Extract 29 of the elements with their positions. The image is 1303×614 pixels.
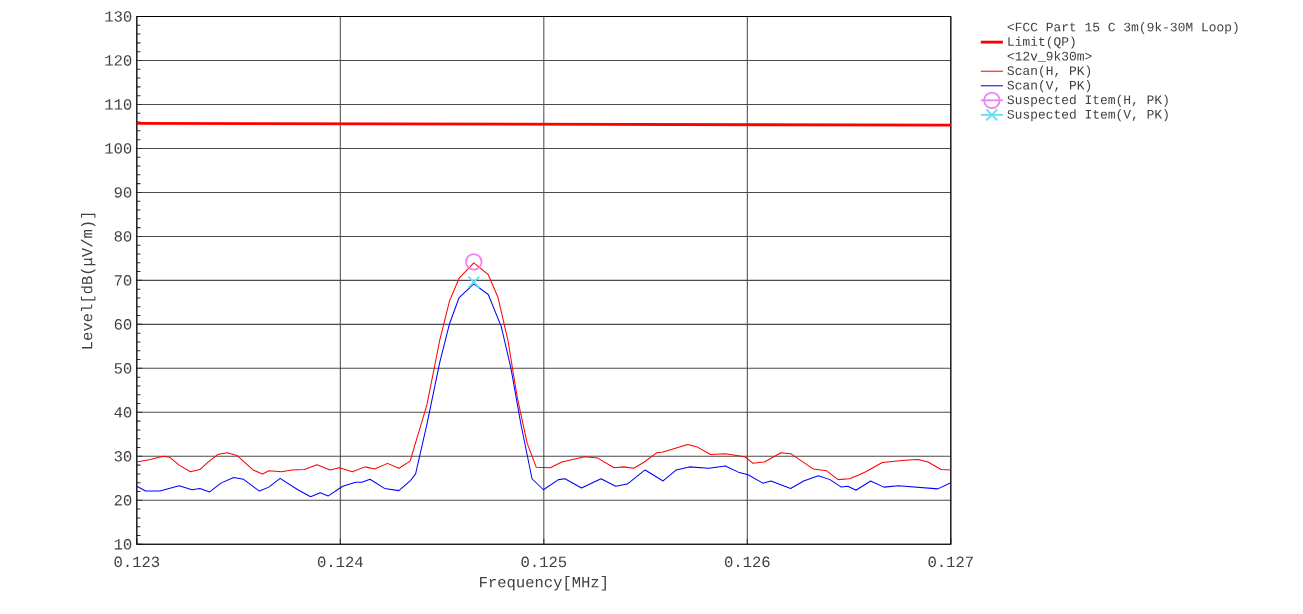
y-tick-label: 110 [105,99,132,110]
y-tick-label: 90 [114,187,132,198]
y-tick-label: 60 [114,319,132,330]
x-tick-label: 0.126 [724,556,770,568]
legend-label: Scan(V, PK) [1007,80,1091,93]
line-series [136,283,951,498]
y-tick-label: 130 [105,11,132,22]
line-series [136,262,951,481]
x-tick-label: 0.123 [114,556,160,568]
y-tick-label: 10 [114,538,132,550]
y-tick-label: 20 [114,494,132,506]
y-tick-label: 50 [114,363,132,374]
y-axis-title: Level[dB(μV/m)] [80,213,96,349]
x-tick-label: 0.127 [928,556,973,568]
legend-label: Suspected Item(V, PK) [1007,109,1168,122]
y-tick-label: 70 [114,275,132,286]
y-tick-label: 100 [105,143,132,154]
y-tick-label: 80 [114,231,132,242]
x-tick-label: 0.124 [317,556,363,568]
y-tick-label: 40 [114,407,132,418]
legend-title: <FCC Part 15 C 3m(9k-30M Loop) [1007,21,1238,34]
y-tick-label: 30 [114,450,132,462]
y-tick-label: 120 [105,55,132,66]
legend-label: Suspected Item(H, PK) [1007,94,1168,107]
x-axis-title: Frequency[MHz] [480,575,606,591]
legend-label: Scan(H, PK) [1007,65,1091,78]
legend-label: Limit(QP) [1008,36,1075,49]
x-tick-label: 0.125 [521,556,567,568]
text: <12v_9k30m> [1007,50,1092,62]
